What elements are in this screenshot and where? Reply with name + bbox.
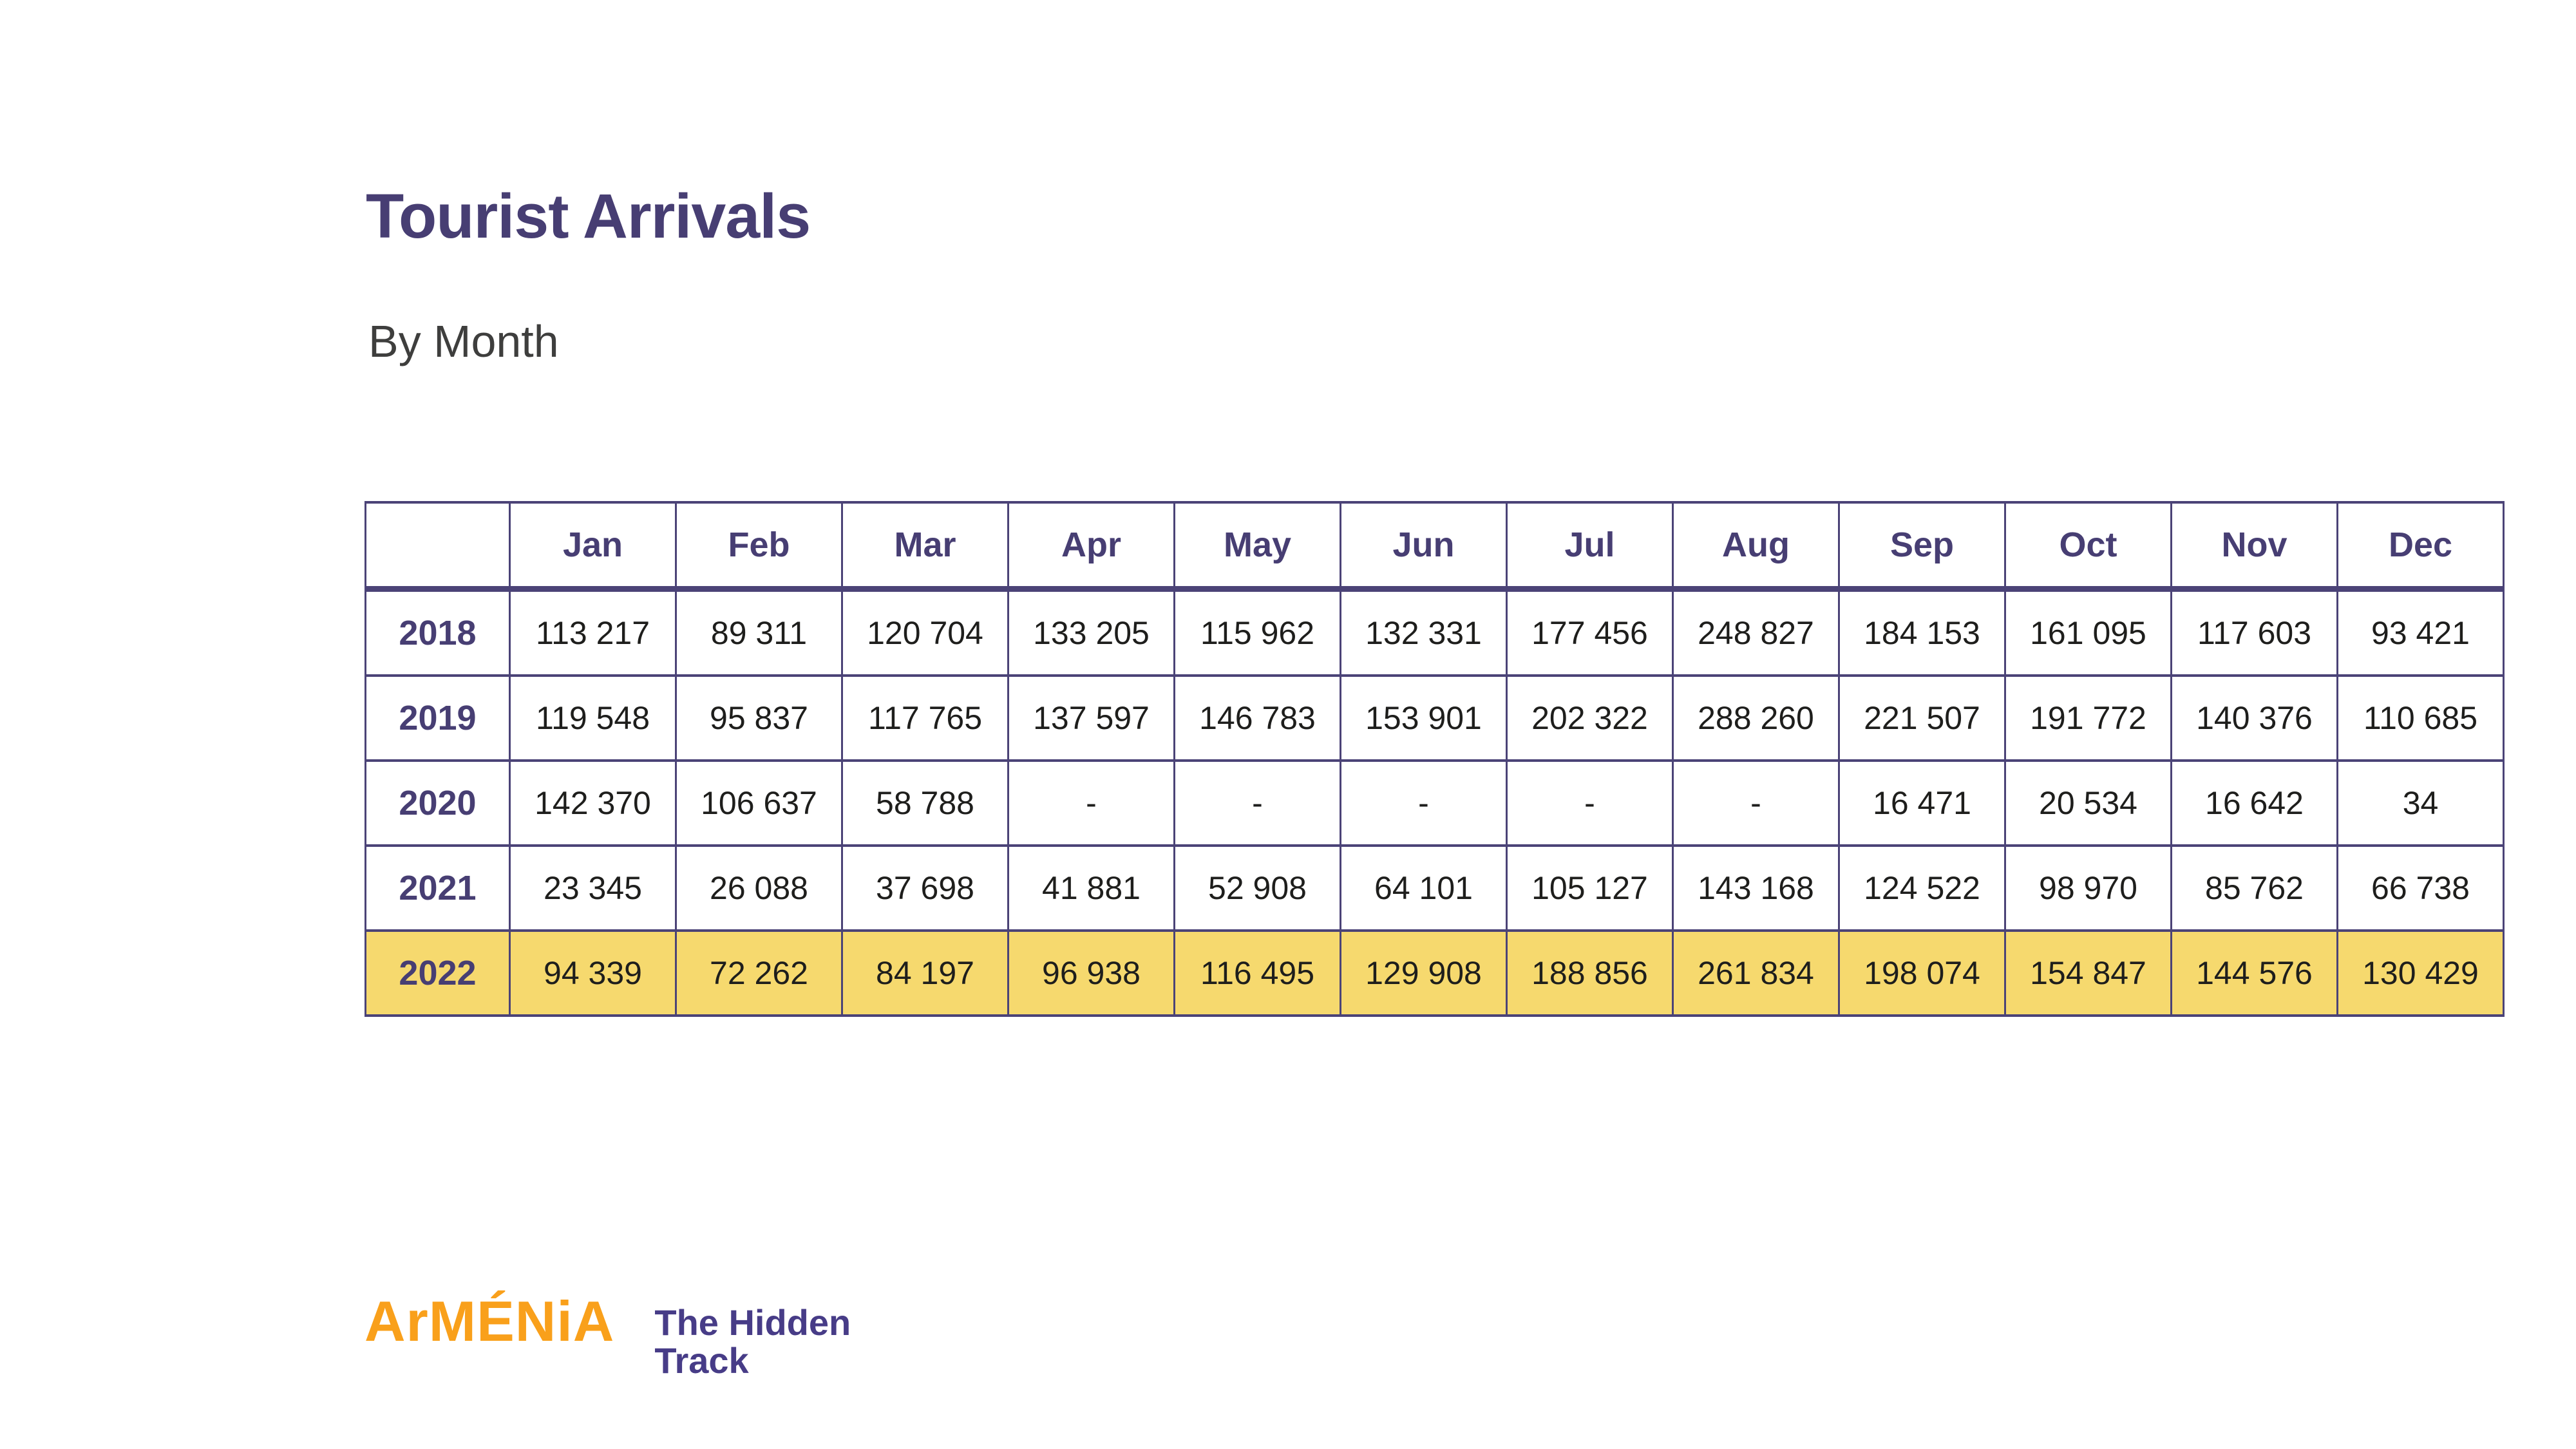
data-cell: - xyxy=(1173,759,1341,847)
data-cell: 202 322 xyxy=(1506,674,1674,762)
data-cell: 96 938 xyxy=(1007,929,1175,1017)
month-header-jan: Jan xyxy=(509,501,677,592)
table-row-2018: 2018 113 217 89 311 120 704 133 205 115 … xyxy=(365,587,2505,677)
data-cell: 188 856 xyxy=(1506,929,1674,1017)
data-cell: 113 217 xyxy=(509,587,677,677)
month-header-feb: Feb xyxy=(675,501,843,592)
data-cell: 161 095 xyxy=(2004,587,2172,677)
month-header-aug: Aug xyxy=(1672,501,1840,592)
header-row: Jan Feb Mar Apr May Jun Jul Aug Sep Oct … xyxy=(365,501,2505,592)
table-row-2020: 2020 142 370 106 637 58 788 - - - - - 16… xyxy=(365,759,2505,847)
year-label: 2021 xyxy=(365,844,511,932)
data-cell: 95 837 xyxy=(675,674,843,762)
data-cell: - xyxy=(1007,759,1175,847)
data-cell: 184 153 xyxy=(1838,587,2006,677)
data-cell: 119 548 xyxy=(509,674,677,762)
data-cell: 26 088 xyxy=(675,844,843,932)
year-label: 2020 xyxy=(365,759,511,847)
data-cell: 288 260 xyxy=(1672,674,1840,762)
brand-tagline: The Hidden Track xyxy=(654,1303,851,1379)
data-cell: 144 576 xyxy=(2170,929,2338,1017)
data-cell: 248 827 xyxy=(1672,587,1840,677)
tagline-line2: Track xyxy=(654,1340,749,1381)
table-row-2021: 2021 23 345 26 088 37 698 41 881 52 908 … xyxy=(365,844,2505,932)
data-cell: 52 908 xyxy=(1173,844,1341,932)
month-header-jun: Jun xyxy=(1340,501,1508,592)
data-cell: 198 074 xyxy=(1838,929,2006,1017)
data-cell: 117 765 xyxy=(841,674,1009,762)
data-cell: 72 262 xyxy=(675,929,843,1017)
brand-logo: ArMÉNiA The Hidden Track xyxy=(365,1289,851,1380)
data-cell: 110 685 xyxy=(2336,674,2505,762)
data-cell: 153 901 xyxy=(1340,674,1508,762)
table-row-2022-highlighted: 2022 94 339 72 262 84 197 96 938 116 495… xyxy=(365,929,2505,1017)
year-label: 2019 xyxy=(365,674,511,762)
data-cell: 105 127 xyxy=(1506,844,1674,932)
data-cell: 93 421 xyxy=(2336,587,2505,677)
month-header-nov: Nov xyxy=(2170,501,2338,592)
data-cell: 106 637 xyxy=(675,759,843,847)
data-cell: 154 847 xyxy=(2004,929,2172,1017)
data-cell: 191 772 xyxy=(2004,674,2172,762)
year-label: 2018 xyxy=(365,587,511,677)
data-cell: 94 339 xyxy=(509,929,677,1017)
data-cell: 85 762 xyxy=(2170,844,2338,932)
data-cell: 20 534 xyxy=(2004,759,2172,847)
data-cell: - xyxy=(1672,759,1840,847)
month-header-apr: Apr xyxy=(1007,501,1175,592)
data-cell: 221 507 xyxy=(1838,674,2006,762)
month-header-jul: Jul xyxy=(1506,501,1674,592)
data-cell: 84 197 xyxy=(841,929,1009,1017)
data-cell: 146 783 xyxy=(1173,674,1341,762)
data-cell: 129 908 xyxy=(1340,929,1508,1017)
data-cell: 98 970 xyxy=(2004,844,2172,932)
data-cell: 116 495 xyxy=(1173,929,1341,1017)
data-cell: 142 370 xyxy=(509,759,677,847)
data-cell: 66 738 xyxy=(2336,844,2505,932)
data-cell: 23 345 xyxy=(509,844,677,932)
data-cell: 41 881 xyxy=(1007,844,1175,932)
data-cell: 177 456 xyxy=(1506,587,1674,677)
data-cell: 137 597 xyxy=(1007,674,1175,762)
data-cell: 117 603 xyxy=(2170,587,2338,677)
armenia-wordmark: ArMÉNiA xyxy=(365,1289,615,1353)
month-header-sep: Sep xyxy=(1838,501,2006,592)
data-cell: 16 471 xyxy=(1838,759,2006,847)
page-subtitle: By Month xyxy=(368,316,559,366)
data-cell: 132 331 xyxy=(1340,587,1508,677)
month-header-oct: Oct xyxy=(2004,501,2172,592)
month-header-may: May xyxy=(1173,501,1341,592)
data-cell: 133 205 xyxy=(1007,587,1175,677)
tagline-line1: The Hidden xyxy=(654,1302,851,1343)
data-cell: - xyxy=(1340,759,1508,847)
data-cell: 124 522 xyxy=(1838,844,2006,932)
data-cell: 89 311 xyxy=(675,587,843,677)
month-header-dec: Dec xyxy=(2336,501,2505,592)
data-cell: - xyxy=(1506,759,1674,847)
month-header-mar: Mar xyxy=(841,501,1009,592)
page-title: Tourist Arrivals xyxy=(366,181,811,251)
data-cell: 34 xyxy=(2336,759,2505,847)
data-cell: 140 376 xyxy=(2170,674,2338,762)
year-label: 2022 xyxy=(365,929,511,1017)
data-cell: 16 642 xyxy=(2170,759,2338,847)
corner-cell xyxy=(365,501,511,592)
data-cell: 58 788 xyxy=(841,759,1009,847)
data-cell: 64 101 xyxy=(1340,844,1508,932)
table-row-2019: 2019 119 548 95 837 117 765 137 597 146 … xyxy=(365,674,2505,762)
data-cell: 37 698 xyxy=(841,844,1009,932)
data-cell: 261 834 xyxy=(1672,929,1840,1017)
data-cell: 120 704 xyxy=(841,587,1009,677)
data-cell: 115 962 xyxy=(1173,587,1341,677)
data-cell: 130 429 xyxy=(2336,929,2505,1017)
tourist-arrivals-table: Jan Feb Mar Apr May Jun Jul Aug Sep Oct … xyxy=(365,501,2505,1017)
data-cell: 143 168 xyxy=(1672,844,1840,932)
